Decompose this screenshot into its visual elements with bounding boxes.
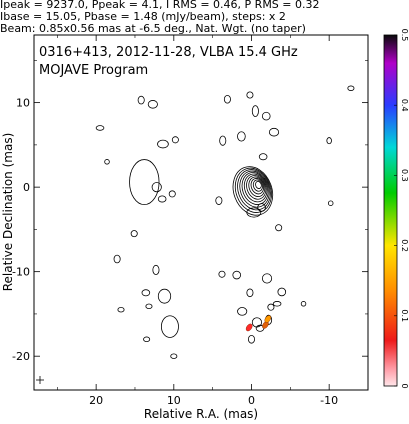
- core-contour: [237, 169, 271, 211]
- x-tick-label: 10: [167, 394, 181, 407]
- contour-island: [246, 288, 254, 298]
- contour-island: [168, 190, 176, 198]
- jet-contour: [246, 207, 262, 218]
- contour-island: [170, 353, 178, 359]
- contour-island: [219, 135, 227, 146]
- contour-island: [347, 85, 355, 91]
- x-tick-label: 20: [89, 394, 103, 407]
- contour-island: [145, 303, 153, 310]
- map-subtitle: MOJAVE Program: [39, 63, 148, 78]
- polarization-layer: [245, 315, 272, 332]
- core-contour: [246, 175, 267, 200]
- contour-island: [272, 301, 282, 307]
- contour-island: [277, 287, 287, 297]
- contour-island: [104, 159, 110, 165]
- contour-island: [237, 131, 246, 142]
- x-tick-label: -10: [320, 394, 338, 407]
- contour-island: [117, 306, 125, 313]
- map-title: 0316+413, 2012-11-28, VLBA 15.4 GHz: [39, 45, 298, 60]
- colorbar-tick-label: 0: [400, 383, 409, 388]
- y-tick-label: 10: [16, 97, 30, 110]
- contour-island: [261, 273, 273, 284]
- y-tick-label: 0: [23, 181, 30, 194]
- contour-island: [215, 196, 223, 205]
- plot-frame: [33, 34, 369, 391]
- core-contour: [239, 170, 270, 208]
- colorbar-tick-label: 0.4: [400, 99, 409, 112]
- colorbar-ticks: 0 0.1 0.2 0.3 0.4 0.5: [394, 29, 409, 389]
- contour-island: [130, 230, 138, 238]
- x-tick-label: 0: [248, 394, 255, 407]
- header-line-1: Ipeak = 9237.0, Ppeak = 4.1, I RMS = 0.4…: [0, 0, 320, 11]
- contour-island: [157, 139, 169, 149]
- core-contour: [252, 179, 263, 192]
- polarization-patch: [264, 315, 272, 323]
- contour-island: [275, 224, 283, 232]
- contour-island: [246, 91, 254, 99]
- contour-island: [251, 105, 259, 117]
- contour-island: [223, 94, 231, 104]
- y-tick-label: -10: [12, 266, 30, 279]
- core-contour: [255, 181, 262, 189]
- x-axis-label: Relative R.A. (mas): [144, 407, 258, 421]
- contour-island: [143, 336, 151, 343]
- contour-island: [258, 153, 268, 161]
- core-contour: [232, 166, 274, 216]
- contour-island: [160, 315, 179, 338]
- core-contour: [243, 173, 268, 203]
- contour-island: [327, 200, 334, 206]
- contour-island: [268, 127, 280, 137]
- header-line-2: Ibase = 15.05, Pbase = 1.48 (mJy/beam), …: [0, 10, 286, 23]
- axis-ticks: 20 10 0 -10 10 0 -10 -20: [12, 35, 369, 407]
- beam-marker: [36, 376, 44, 384]
- contour-island: [261, 111, 271, 121]
- contour-island: [218, 270, 226, 278]
- contour-island: [326, 137, 332, 145]
- contour-island: [247, 335, 255, 344]
- contour-island: [171, 136, 179, 144]
- contour-island: [157, 195, 167, 203]
- colorbar: [383, 34, 398, 387]
- colorbar-tick-label: 0.3: [400, 169, 409, 182]
- colorbar-tick-label: 0.1: [400, 309, 409, 322]
- contour-island: [151, 182, 162, 193]
- contour-island: [147, 100, 158, 109]
- colorbar-tick-label: 0.5: [400, 29, 409, 42]
- contour-island: [95, 125, 105, 131]
- contour-island: [267, 303, 275, 311]
- contour-layer: [95, 85, 355, 359]
- contour-island: [157, 288, 172, 304]
- contour-island: [113, 254, 121, 264]
- contour-island: [137, 95, 145, 105]
- header-line-3: Beam: 0.85x0.56 mas at -6.5 deg., Nat. W…: [0, 22, 306, 35]
- contour-island: [152, 264, 160, 276]
- polarization-patch: [245, 323, 253, 332]
- contour-island: [251, 317, 262, 328]
- jet-contour: [257, 203, 266, 212]
- core-contour: [250, 178, 265, 195]
- contour-island: [129, 159, 160, 205]
- colorbar-tick-label: 0.2: [400, 239, 409, 252]
- y-axis-label: Relative Declination (mas): [1, 133, 15, 292]
- contour-island: [237, 307, 248, 316]
- core-contour: [248, 176, 266, 197]
- contour-island: [300, 301, 307, 307]
- contour-island: [232, 270, 242, 280]
- contour-island: [141, 289, 151, 297]
- y-tick-label: -20: [12, 350, 30, 363]
